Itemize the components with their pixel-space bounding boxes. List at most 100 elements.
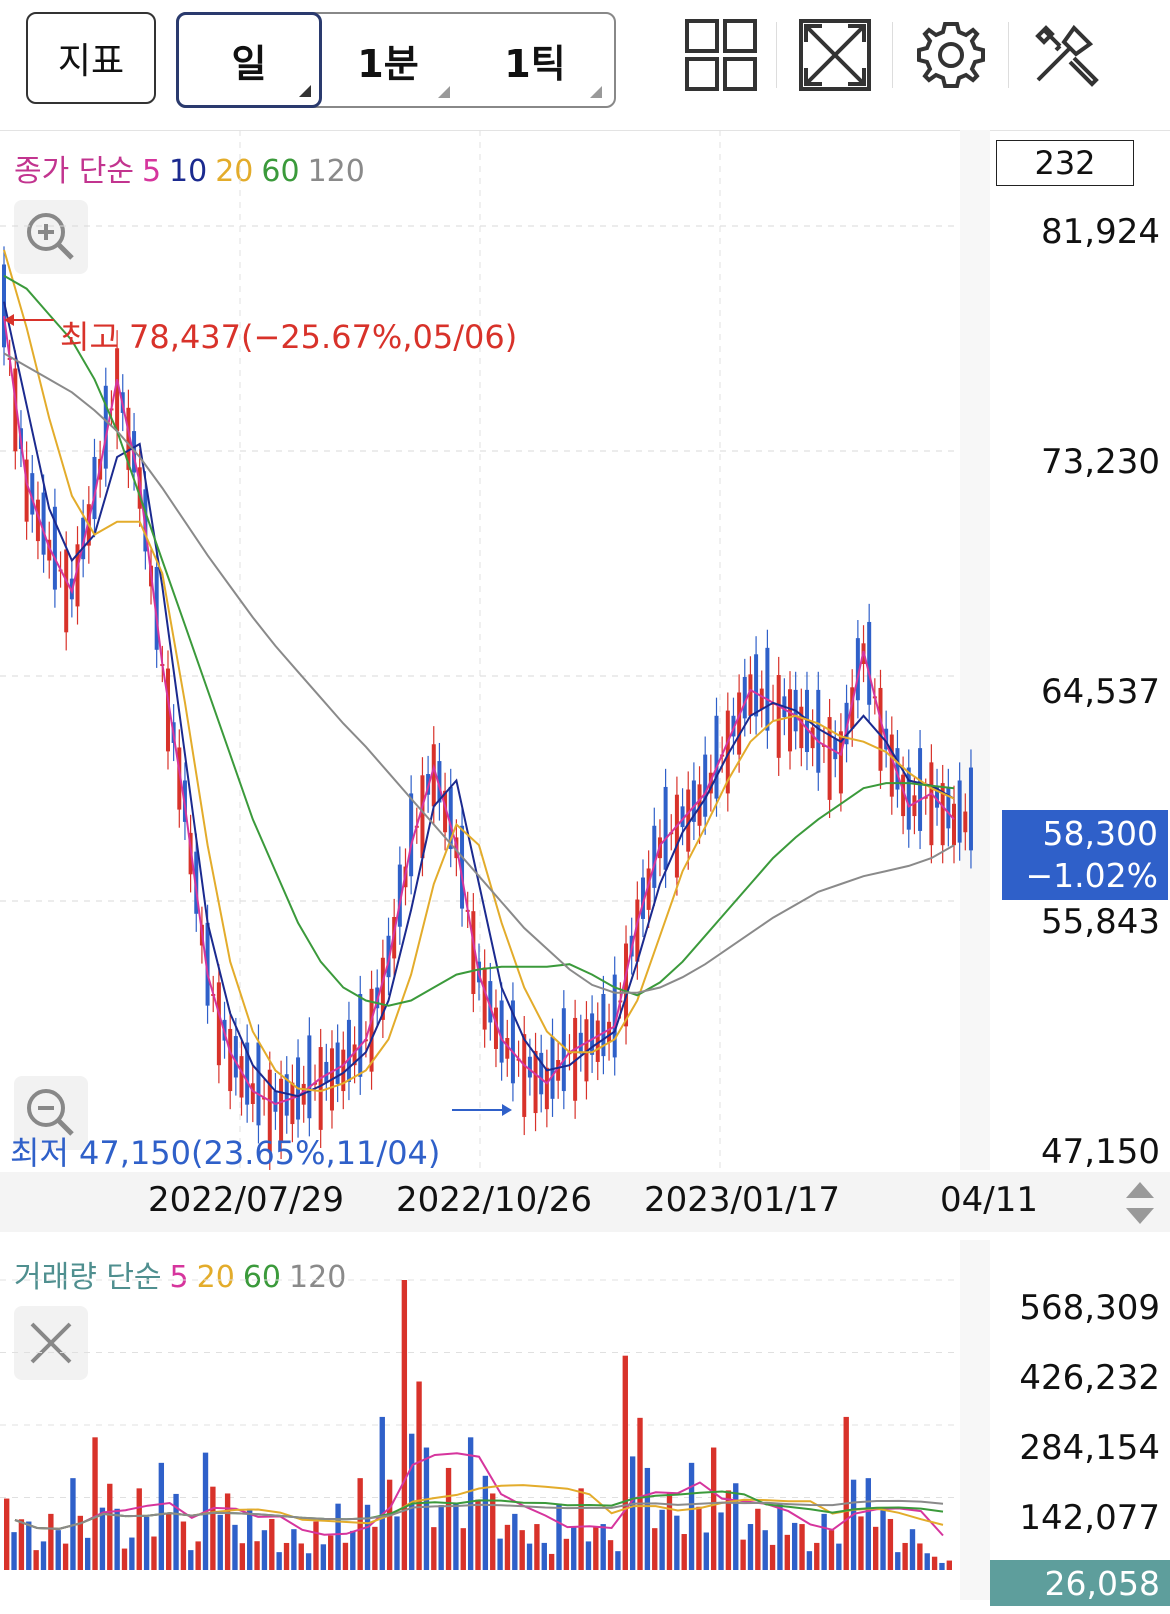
volume-bar (519, 1530, 525, 1570)
volume-bar (4, 1498, 10, 1570)
volume-bar (880, 1510, 886, 1570)
volume-bar (644, 1467, 651, 1570)
volume-bar (357, 1478, 363, 1570)
volume-bar (460, 1528, 466, 1570)
volume-bar (48, 1513, 54, 1570)
zoom-in-button[interactable] (14, 200, 88, 274)
candle-body (539, 1052, 544, 1095)
axis-background (960, 130, 990, 1170)
candle-body (75, 544, 80, 607)
vol-ma20-legend: 20 (196, 1260, 235, 1295)
settings-gear-icon[interactable] (914, 18, 988, 92)
volume-bar (386, 1479, 393, 1570)
volume-bar (747, 1524, 754, 1570)
candle-body (906, 767, 911, 830)
zoom-out-button[interactable] (14, 1076, 88, 1150)
current-volume: 26,058 (1044, 1563, 1160, 1603)
close-volume-button[interactable] (14, 1306, 88, 1380)
candle-body (833, 738, 838, 760)
candle-body (284, 1074, 289, 1116)
price-chart[interactable] (0, 130, 990, 1170)
volume-bar (85, 1537, 91, 1570)
high-annotation: 최고 78,437(−25.67%,05/06) (60, 318, 518, 356)
volume-bar (394, 1516, 400, 1570)
current-price-tag: 58,300 −1.02% (1002, 810, 1168, 900)
candle-body (765, 647, 770, 731)
indicator-button[interactable]: 지표 (26, 12, 156, 104)
volume-bar (372, 1526, 378, 1570)
volume-bar (865, 1478, 871, 1570)
zoom-out-icon (27, 1089, 74, 1136)
candle-body (154, 566, 159, 650)
y-tick-label: 81,924 (1041, 212, 1160, 252)
period-tick-button[interactable]: 1틱 (460, 14, 610, 106)
candle-body (318, 1047, 323, 1130)
candle-body (346, 1019, 351, 1083)
candle-body (52, 506, 57, 590)
candle-body (810, 727, 815, 749)
fullscreen-icon[interactable] (798, 18, 872, 92)
candle-body (493, 1007, 498, 1050)
volume-bar (512, 1513, 518, 1570)
volume-bar (887, 1518, 894, 1570)
candle-body (256, 1042, 261, 1126)
volume-bar (504, 1524, 511, 1570)
vol-tick-label: 426,232 (1019, 1358, 1160, 1398)
candle-body (24, 459, 29, 522)
candle-body (703, 754, 708, 817)
candle-body (437, 761, 442, 803)
candle-body (324, 1061, 329, 1083)
period-minute-button[interactable]: 1분 (318, 14, 458, 106)
volume-bar (585, 1541, 592, 1570)
candle-body (505, 1038, 510, 1059)
volume-bar (431, 1527, 437, 1570)
volume-chart[interactable] (0, 1240, 990, 1600)
candle-body (748, 674, 753, 716)
volume-bar (791, 1522, 798, 1570)
indicator-button-label: 지표 (57, 41, 125, 82)
volume-bar (261, 1530, 268, 1570)
candle-body (844, 702, 849, 745)
vol-ma120-legend: 120 (289, 1260, 347, 1295)
ma-line-120 (3, 352, 955, 994)
y-tick-label: 47,150 (1041, 1132, 1160, 1172)
volume-bar (121, 1548, 128, 1570)
panel-resize-icon[interactable] (1120, 1178, 1160, 1228)
candle-body (245, 1042, 250, 1105)
candle-body (878, 687, 883, 771)
volume-bar (335, 1503, 341, 1570)
candle-body (601, 994, 606, 1057)
candle-body (714, 715, 719, 799)
candle-body (358, 994, 363, 1077)
volume-bar (107, 1483, 113, 1570)
volume-bar (858, 1516, 864, 1570)
candle-body (431, 744, 436, 807)
candle-body (177, 747, 182, 810)
volume-bar (291, 1529, 297, 1570)
candle-body (420, 775, 425, 859)
candle-body (380, 957, 385, 1020)
candle-body (901, 774, 906, 817)
vol-ma-line (14, 1499, 944, 1530)
ma-line-10 (3, 301, 955, 1098)
candle-body (742, 676, 747, 719)
dropdown-corner-icon (590, 86, 602, 98)
data-count-box[interactable]: 232 (996, 140, 1134, 186)
volume-bar (210, 1486, 216, 1570)
tools-icon[interactable] (1030, 18, 1104, 92)
candle-body (115, 348, 120, 432)
volume-bar (158, 1462, 165, 1570)
candle-body (397, 864, 402, 927)
volume-bar (438, 1505, 444, 1570)
ma10-legend: 10 (169, 154, 208, 189)
period-day-label: 일 (231, 41, 267, 86)
candle-body (935, 786, 940, 808)
period-tick-label: 1틱 (504, 41, 566, 86)
candle-body (816, 689, 821, 773)
grid-layout-icon[interactable] (684, 18, 758, 92)
period-day-button[interactable]: 일 (176, 12, 322, 108)
volume-bar (814, 1542, 820, 1570)
volume-bar (269, 1518, 275, 1570)
period-selector: 일 1분 1틱 (176, 12, 616, 108)
candle-body (804, 689, 809, 753)
